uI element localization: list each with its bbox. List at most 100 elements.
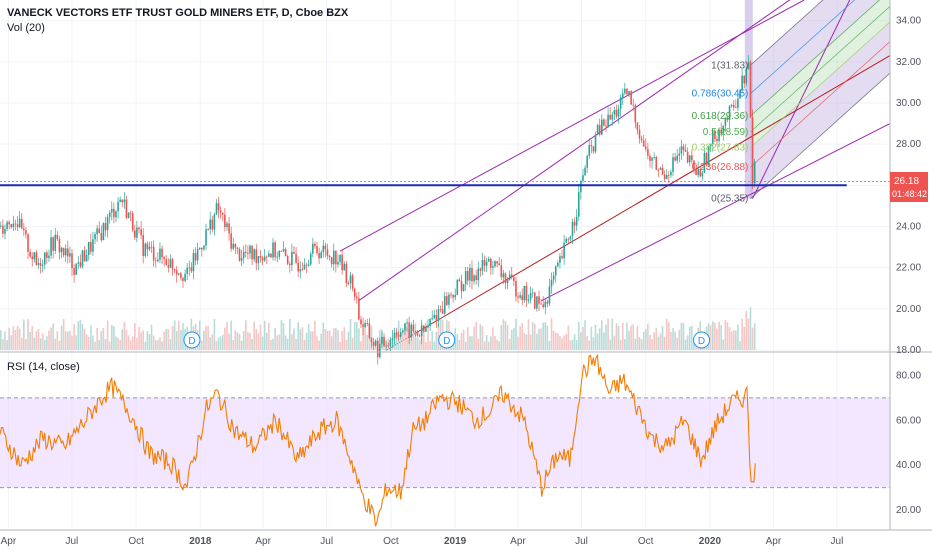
candle-body — [71, 253, 73, 269]
candle-body — [657, 169, 660, 171]
candle-body — [397, 334, 400, 337]
volume-bar — [242, 331, 245, 350]
volume-bar — [747, 318, 750, 350]
candle-body — [131, 213, 134, 231]
candle-body — [621, 93, 624, 98]
candle-body — [190, 267, 193, 272]
candle-body — [590, 145, 593, 147]
volume-bar — [569, 340, 572, 350]
candle-body — [709, 143, 712, 147]
volume-bar — [653, 332, 655, 350]
volume-bar — [554, 332, 557, 350]
volume-bar — [519, 325, 521, 350]
candle-body — [96, 228, 98, 235]
candle-body — [238, 249, 241, 261]
candle-body — [682, 146, 685, 151]
volume-bar — [433, 341, 436, 350]
candle-body — [213, 214, 216, 230]
candle-body — [110, 208, 113, 213]
candle-body — [307, 264, 310, 266]
candle-body — [268, 253, 270, 257]
candle-body — [79, 262, 82, 267]
candle-body — [75, 263, 77, 275]
volume-bar — [138, 327, 140, 350]
candle-body — [508, 274, 511, 280]
candle-body — [534, 292, 536, 309]
candle-body — [450, 294, 452, 296]
volume-bar — [634, 338, 637, 350]
volume-bar — [154, 340, 157, 350]
candle-body — [136, 227, 138, 238]
volume-bar — [525, 334, 528, 350]
volume-bar — [98, 339, 101, 350]
price-tick-label: 28.00 — [896, 139, 921, 150]
volume-bar — [108, 341, 111, 350]
candle-body — [56, 234, 59, 240]
candle-body — [676, 155, 678, 161]
candle-body — [485, 261, 488, 266]
candle-body — [356, 296, 358, 299]
candle-body — [661, 167, 664, 175]
candle-body — [198, 247, 201, 250]
volume-bar — [324, 329, 327, 350]
time-tick-label: Apr — [255, 536, 271, 547]
time-tick-label: Apr — [510, 536, 526, 547]
symbol-title[interactable]: VANECK VECTORS ETF TRUST GOLD MINERS ETF… — [7, 7, 349, 19]
candle-body — [701, 172, 704, 177]
candle-body — [29, 251, 31, 257]
candle-body — [529, 293, 532, 300]
volume-indicator-label[interactable]: Vol (20) — [7, 22, 45, 34]
volume-bar — [720, 325, 722, 350]
candle-body — [305, 264, 308, 266]
volume-bar — [483, 341, 486, 350]
candle-body — [62, 247, 65, 256]
candle-body — [490, 258, 492, 268]
price-badge-countdown: 01:48:42 — [892, 189, 927, 199]
volume-bar — [626, 322, 628, 350]
volume-bar — [293, 328, 295, 350]
volume-bar — [523, 332, 526, 350]
volume-bar — [567, 325, 570, 350]
volume-bar — [688, 326, 691, 350]
time-axis[interactable]: Apr Jul Oct 2018 Apr Jul Oct 2019 Apr Jul Oct 2020 A… — [1, 536, 844, 547]
rsi-line — [0, 353, 756, 527]
candle-body — [640, 138, 643, 141]
volume-bar — [674, 331, 676, 350]
price-tick-label: 32.00 — [896, 57, 921, 68]
candle-body — [531, 292, 534, 294]
candle-body — [651, 157, 653, 161]
fib-line — [750, 0, 856, 94]
volume-bar — [92, 335, 94, 350]
candle-body — [393, 332, 396, 339]
time-tick-label: Oct — [128, 536, 144, 547]
volume-bar — [609, 339, 611, 350]
candle-body — [596, 125, 599, 135]
volume-bar — [6, 340, 8, 350]
candle-body — [399, 332, 402, 337]
candle-body — [69, 253, 71, 257]
candle-body — [280, 251, 283, 252]
candle-body — [90, 242, 92, 252]
candle-body — [515, 281, 517, 297]
rsi-indicator-label[interactable]: RSI (14, close) — [7, 361, 80, 373]
candle-body — [372, 342, 375, 346]
candle-body — [123, 199, 126, 203]
candle-body — [383, 336, 385, 347]
volume-bar — [307, 323, 310, 350]
candle-body — [347, 283, 350, 284]
candle-body — [83, 250, 86, 262]
volume-bar — [542, 322, 544, 350]
volume-bar — [680, 322, 683, 350]
volume-bar — [96, 327, 98, 350]
rsi-axis[interactable]: 80.00 60.00 40.00 20.00 — [896, 370, 921, 516]
candle-body — [81, 250, 84, 267]
volume-bar — [75, 335, 77, 350]
volume-bar — [571, 339, 574, 350]
candle-body — [157, 259, 159, 262]
candle-body — [649, 155, 651, 161]
candle-body — [552, 275, 555, 280]
candle-body — [309, 253, 312, 265]
candle-body — [680, 146, 683, 154]
volume-bar — [322, 322, 325, 350]
